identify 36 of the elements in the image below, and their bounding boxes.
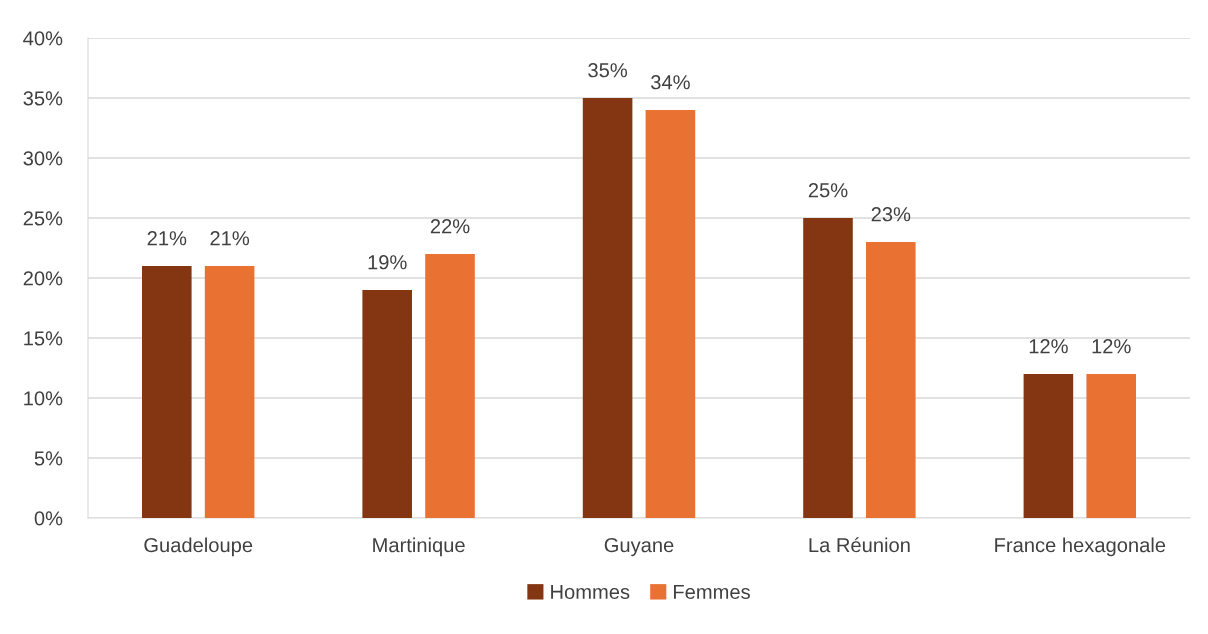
bar [803,218,853,518]
data-label: 12% [1092,339,1131,354]
x-tick-label: Guadeloupe [144,537,253,557]
bar [1086,374,1136,518]
y-tick-label: 40% [23,31,63,46]
data-label: 21% [210,231,250,246]
y-tick-label: 30% [23,151,63,166]
y-tick-label: 20% [23,271,63,286]
bar [362,290,412,518]
bar [582,98,633,518]
data-label: 23% [871,207,911,222]
bar [1023,374,1074,518]
data-label: 19% [368,255,407,270]
y-tick-label: 10% [24,391,63,406]
y-tick-label: 0% [34,511,63,526]
bar [645,110,696,518]
bar [425,254,475,518]
x-tick-label: Martinique [373,537,465,557]
bar [204,266,255,518]
legend-label: Femmes [674,584,750,600]
bar [142,266,192,518]
y-tick-label: 25% [23,211,63,226]
data-label: 34% [651,75,690,90]
data-label: 25% [808,183,848,198]
data-label: 35% [588,63,628,78]
y-tick-label: 5% [34,451,63,466]
y-tick-label: 15% [24,331,63,346]
data-label: 12% [1029,339,1068,354]
data-label: 22% [430,219,470,234]
legend-label: Hommes [551,584,630,600]
x-tick-label: France hexagonale [995,537,1166,557]
x-tick-label: La Réunion [809,537,910,553]
bar [866,242,916,518]
x-tick-label: Guyane [604,537,674,557]
y-tick-label: 35% [23,91,63,106]
data-label: 21% [147,231,187,246]
